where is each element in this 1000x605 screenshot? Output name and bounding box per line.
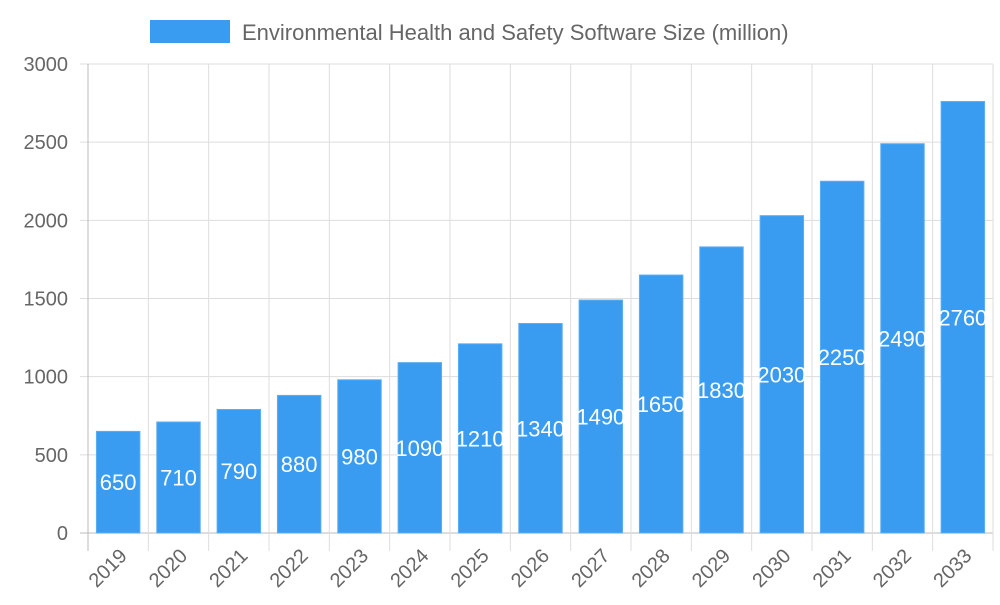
bar — [759, 215, 805, 534]
legend-swatch — [150, 20, 230, 43]
x-tick-label: 2023 — [326, 545, 373, 592]
x-tick-label: 2024 — [386, 545, 433, 592]
y-tick-label: 500 — [35, 445, 68, 467]
bar — [95, 430, 141, 534]
bar — [819, 180, 865, 534]
x-tick-label: 2027 — [567, 545, 614, 592]
x-tick-label: 2020 — [145, 545, 192, 592]
bar — [880, 143, 925, 534]
data-label: 2030 — [757, 362, 806, 387]
y-tick-label: 1000 — [24, 367, 69, 389]
data-label: 880 — [281, 452, 318, 477]
x-tick-label: 2026 — [507, 545, 554, 592]
bar — [699, 246, 744, 534]
data-label: 1650 — [637, 392, 686, 417]
data-label: 1090 — [395, 436, 444, 461]
x-tick-label: 2025 — [447, 545, 494, 592]
data-label: 650 — [100, 470, 137, 495]
x-tick-label: 2021 — [205, 545, 252, 592]
data-label: 2760 — [938, 305, 987, 330]
x-tick-label: 2033 — [929, 545, 976, 592]
data-label: 790 — [220, 459, 257, 484]
bar — [578, 299, 624, 534]
x-tick-label: 2029 — [688, 545, 735, 592]
bar — [337, 379, 382, 534]
x-tick-label: 2028 — [628, 545, 675, 592]
bar — [638, 274, 684, 534]
y-tick-label: 1500 — [24, 289, 69, 311]
bar — [276, 394, 322, 534]
bar — [457, 343, 503, 534]
data-label: 980 — [341, 444, 378, 469]
bar — [216, 408, 262, 534]
y-tick-label: 2000 — [24, 210, 69, 232]
bar — [940, 101, 986, 534]
x-tick-label: 2032 — [869, 545, 916, 592]
data-label: 1830 — [697, 378, 746, 403]
bar — [156, 421, 201, 534]
y-tick-label: 3000 — [24, 54, 69, 76]
data-label: 2490 — [878, 326, 927, 351]
legend[interactable]: Environmental Health and Safety Software… — [150, 20, 789, 45]
data-label: 1490 — [576, 405, 625, 430]
data-label: 710 — [160, 466, 197, 491]
data-label: 1210 — [456, 426, 505, 451]
data-label: 2250 — [818, 345, 867, 370]
data-label: 1340 — [516, 416, 565, 441]
x-tick-label: 2030 — [748, 545, 795, 592]
legend-label: Environmental Health and Safety Software… — [242, 20, 789, 45]
x-tick-label: 2019 — [85, 545, 132, 592]
x-tick-label: 2031 — [809, 545, 856, 592]
bar — [397, 362, 443, 534]
y-tick-label: 2500 — [24, 132, 69, 154]
x-tick-label: 2022 — [266, 545, 313, 592]
bar — [518, 323, 563, 534]
y-tick-label: 0 — [57, 523, 68, 545]
